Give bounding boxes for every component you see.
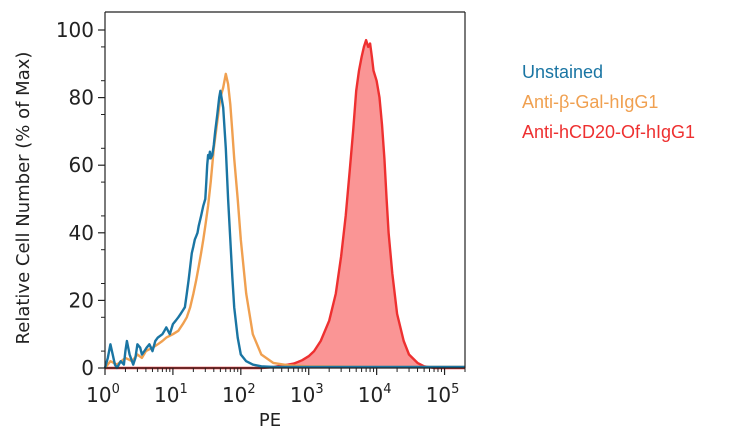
- series-area-2: [105, 40, 465, 368]
- x-tick-label: 102: [222, 382, 256, 407]
- series-line-1: [104, 72, 465, 369]
- legend-item-unstained: Unstained: [522, 62, 604, 82]
- legend: Unstained Anti-β-Gal-hIgG1 Anti-hCD20-Of…: [522, 57, 695, 147]
- axes: 0 20 40 60 80 100 100 101 102 103 104 105: [56, 11, 466, 407]
- y-axis-label: Relative Cell Number (% of Max): [13, 52, 34, 345]
- series-line-2: [105, 38, 465, 370]
- x-tick-label: 100: [86, 382, 120, 407]
- legend-item-anti-hcd20-of-higg1: Anti-hCD20-Of-hIgG1: [522, 122, 696, 142]
- series-line-0: [103, 89, 465, 370]
- y-tick-label: 0: [81, 356, 94, 380]
- y-tick-label: 100: [56, 18, 94, 42]
- y-tick-label: 80: [69, 86, 94, 110]
- x-tick-label: 104: [358, 382, 392, 407]
- y-tick-label: 60: [69, 153, 94, 177]
- x-tick-label: 101: [154, 382, 188, 407]
- x-tick-label: 105: [426, 382, 460, 407]
- y-tick-label: 20: [69, 288, 94, 312]
- x-axis-label: PE: [259, 410, 281, 431]
- plot-area: [103, 38, 465, 370]
- legend-item-anti-beta-gal-higg1: Anti-β-Gal-hIgG1: [522, 92, 659, 112]
- x-tick-label: 103: [290, 382, 324, 407]
- y-tick-label: 40: [69, 221, 94, 245]
